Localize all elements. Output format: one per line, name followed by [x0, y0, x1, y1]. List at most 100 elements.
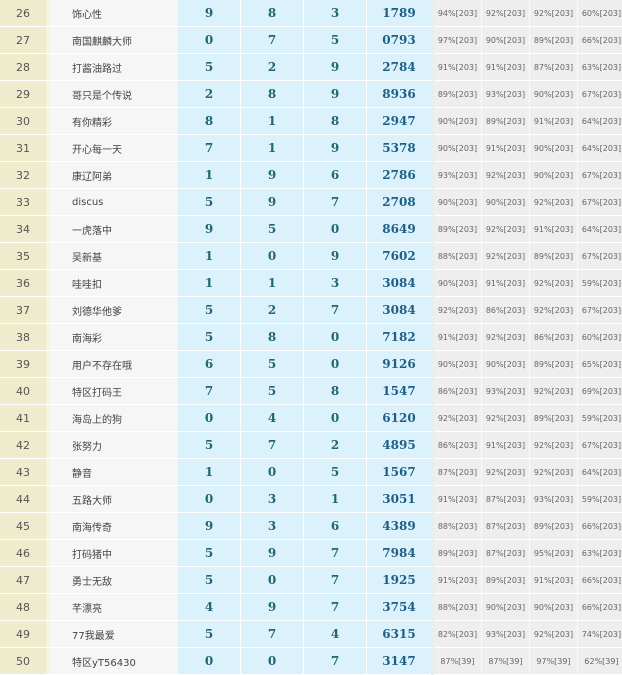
- digit-2: 0: [241, 567, 304, 594]
- pct-4: 59%[203]: [578, 405, 622, 432]
- pct-4: 67%[203]: [578, 189, 622, 216]
- rank-cell: 47: [0, 567, 47, 594]
- pct-1: 87%[203]: [433, 459, 482, 486]
- digit-3: 7: [304, 648, 367, 675]
- rank-cell: 34: [0, 216, 47, 243]
- number: 7984: [367, 540, 433, 567]
- digit-3: 8: [304, 108, 367, 135]
- player-name: 用户不存在哦: [50, 351, 178, 378]
- number: 2784: [367, 54, 433, 81]
- pct-1: 91%[203]: [433, 324, 482, 351]
- number: 2947: [367, 108, 433, 135]
- digit-3: 5: [304, 459, 367, 486]
- pct-1: 90%[203]: [433, 351, 482, 378]
- digit-1: 8: [178, 108, 241, 135]
- number: 3051: [367, 486, 433, 513]
- pct-1: 88%[203]: [433, 594, 482, 621]
- player-name: 勇士无敌: [50, 567, 178, 594]
- pct-2: 87%[39]: [482, 648, 530, 675]
- pct-3: 90%[203]: [530, 594, 578, 621]
- pct-4: 63%[203]: [578, 54, 622, 81]
- rank-cell: 44: [0, 486, 47, 513]
- pct-3: 90%[203]: [530, 81, 578, 108]
- pct-3: 92%[203]: [530, 459, 578, 486]
- player-name: 南国麒麟大师: [50, 27, 178, 54]
- player-name: 张努力: [50, 432, 178, 459]
- digit-2: 7: [241, 432, 304, 459]
- digit-3: 6: [304, 513, 367, 540]
- pct-2: 92%[203]: [482, 0, 530, 27]
- player-name: 刘德华他爹: [50, 297, 178, 324]
- digit-1: 1: [178, 270, 241, 297]
- number: 2786: [367, 162, 433, 189]
- digit-2: 2: [241, 297, 304, 324]
- pct-3: 89%[203]: [530, 243, 578, 270]
- pct-4: 60%[203]: [578, 0, 622, 27]
- number: 1547: [367, 378, 433, 405]
- digit-3: 9: [304, 135, 367, 162]
- pct-1: 89%[203]: [433, 81, 482, 108]
- pct-2: 90%[203]: [482, 594, 530, 621]
- number: 1789: [367, 0, 433, 27]
- pct-3: 91%[203]: [530, 216, 578, 243]
- digit-3: 7: [304, 297, 367, 324]
- pct-2: 91%[203]: [482, 270, 530, 297]
- pct-2: 87%[203]: [482, 513, 530, 540]
- number: 7602: [367, 243, 433, 270]
- pct-4: 66%[203]: [578, 594, 622, 621]
- pct-4: 67%[203]: [578, 432, 622, 459]
- digit-2: 9: [241, 594, 304, 621]
- digit-3: 0: [304, 405, 367, 432]
- digit-1: 5: [178, 432, 241, 459]
- digit-2: 3: [241, 486, 304, 513]
- player-name: 南海彩: [50, 324, 178, 351]
- digit-1: 0: [178, 648, 241, 675]
- pct-3: 92%[203]: [530, 0, 578, 27]
- number: 4389: [367, 513, 433, 540]
- pct-3: 91%[203]: [530, 567, 578, 594]
- pct-4: 74%[203]: [578, 621, 622, 648]
- pct-4: 65%[203]: [578, 351, 622, 378]
- digit-3: 2: [304, 432, 367, 459]
- player-name: 康辽阿弟: [50, 162, 178, 189]
- pct-1: 92%[203]: [433, 405, 482, 432]
- digit-1: 0: [178, 27, 241, 54]
- rank-cell: 38: [0, 324, 47, 351]
- digit-2: 7: [241, 27, 304, 54]
- digit-1: 5: [178, 189, 241, 216]
- player-name: 海岛上的狗: [50, 405, 178, 432]
- digit-1: 9: [178, 216, 241, 243]
- pct-4: 69%[203]: [578, 378, 622, 405]
- pct-4: 59%[203]: [578, 270, 622, 297]
- digit-3: 9: [304, 81, 367, 108]
- player-name: 有你精彩: [50, 108, 178, 135]
- rank-cell: 46: [0, 540, 47, 567]
- pct-4: 60%[203]: [578, 324, 622, 351]
- pct-1: 92%[203]: [433, 297, 482, 324]
- rank-cell: 42: [0, 432, 47, 459]
- pct-1: 90%[203]: [433, 108, 482, 135]
- player-name: 一虎落中: [50, 216, 178, 243]
- rank-cell: 39: [0, 351, 47, 378]
- pct-3: 89%[203]: [530, 513, 578, 540]
- pct-3: 90%[203]: [530, 162, 578, 189]
- pct-4: 64%[203]: [578, 459, 622, 486]
- rank-cell: 35: [0, 243, 47, 270]
- pct-2: 92%[203]: [482, 162, 530, 189]
- number: 3754: [367, 594, 433, 621]
- digit-1: 1: [178, 459, 241, 486]
- player-name: 南海传奇: [50, 513, 178, 540]
- pct-3: 97%[39]: [530, 648, 578, 675]
- player-name: 77我最爱: [50, 621, 178, 648]
